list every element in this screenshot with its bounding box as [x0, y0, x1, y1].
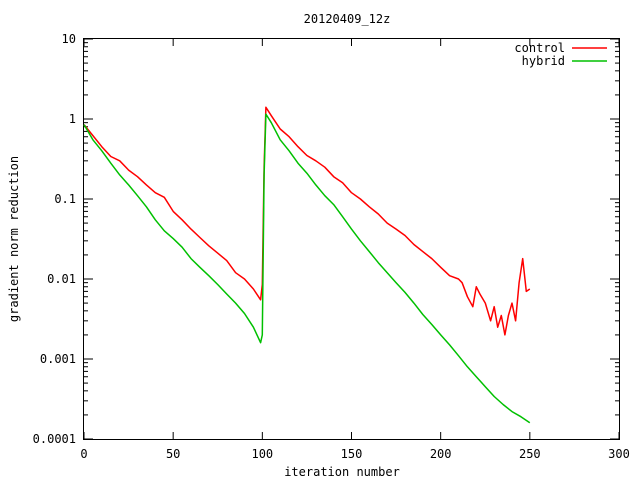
x-tick-label: 0 — [80, 447, 87, 461]
series-line-hybrid — [83, 113, 531, 424]
chart-title: 20120409_12z — [304, 12, 391, 26]
series-lines — [83, 106, 531, 424]
y-tick-label: 0.0001 — [33, 432, 76, 446]
x-tick-label: 250 — [519, 447, 541, 461]
x-tick-label: 300 — [608, 447, 630, 461]
plot-frame — [83, 38, 620, 440]
y-axis-label: gradient norm reduction — [7, 156, 21, 322]
y-tick-label: 0.001 — [40, 352, 76, 366]
y-tick-label: 10 — [62, 32, 76, 46]
y-tick-label: 0.1 — [54, 192, 76, 206]
legend-label-hybrid: hybrid — [522, 54, 565, 68]
y-tick-label: 0.01 — [47, 272, 76, 286]
y-tick-label: 1 — [69, 112, 76, 126]
series-line-control — [83, 106, 531, 336]
x-axis-ticks: 0 50 100 150 200 250 300 — [80, 39, 630, 461]
x-tick-label: 50 — [166, 447, 180, 461]
x-tick-label: 150 — [341, 447, 363, 461]
legend-label-control: control — [514, 41, 565, 55]
x-tick-label: 100 — [251, 447, 273, 461]
x-axis-label: iteration number — [284, 465, 400, 479]
x-tick-label: 200 — [430, 447, 452, 461]
legend: control hybrid — [514, 41, 607, 68]
